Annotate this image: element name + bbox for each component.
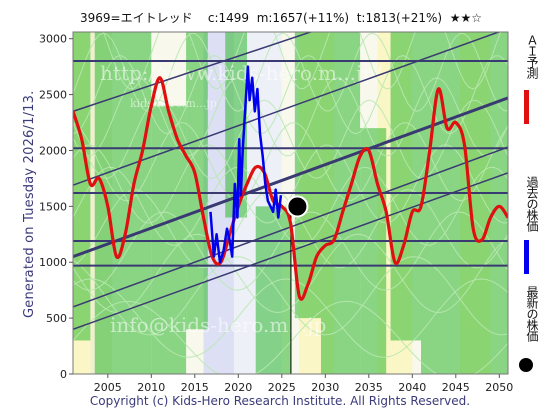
y-tick-label: 0 bbox=[60, 368, 67, 381]
x-tick-label: 2045 bbox=[442, 381, 470, 394]
x-tick-label: 2025 bbox=[268, 381, 296, 394]
past-price-line bbox=[209, 65, 283, 264]
ai-forecast-line bbox=[73, 76, 508, 301]
y-tick-label: 3000 bbox=[39, 33, 67, 46]
texture-line bbox=[73, 77, 508, 157]
y-tick-label: 1500 bbox=[39, 200, 67, 213]
x-tick-label: 2015 bbox=[181, 381, 209, 394]
header-rating-stars: ★★☆ bbox=[449, 11, 483, 25]
texture-line bbox=[73, 99, 508, 179]
watermark-text: kids-hero.m...jp bbox=[130, 97, 217, 110]
copyright-footer: Copyright (c) Kids-Hero Research Institu… bbox=[89, 394, 471, 408]
header-medium-target: m:1657(+11%) bbox=[256, 11, 350, 25]
y-tick-label: 2500 bbox=[39, 89, 67, 102]
texture-line bbox=[73, 121, 508, 202]
texture-line bbox=[73, 54, 508, 135]
x-tick-label: 2035 bbox=[355, 381, 383, 394]
legend-ai-swatch bbox=[524, 90, 529, 124]
watermark: http://www.kids-hero.m...jp/kids-hero.m.… bbox=[100, 61, 382, 337]
legend-latest-swatch bbox=[519, 358, 533, 372]
x-tick-label: 2010 bbox=[137, 381, 165, 394]
texture-line bbox=[73, 32, 502, 90]
legend-past-swatch bbox=[524, 240, 529, 274]
y-axis: 0 500 1000 1500 2000 2500 3000 bbox=[39, 33, 73, 381]
header-current-price: c:1499 bbox=[207, 11, 250, 25]
y-tick-label: 500 bbox=[46, 312, 67, 325]
channel-line bbox=[73, 32, 313, 113]
channel-line bbox=[73, 32, 501, 186]
watermark-text: info@kids-hero.m...jp bbox=[110, 313, 326, 337]
chart-header: 3969=エイトレッド c:1499 m:1657(+11%) t:1813(+… bbox=[80, 9, 520, 27]
texture-line bbox=[73, 144, 508, 224]
channel-line bbox=[73, 96, 508, 259]
green-band bbox=[421, 32, 465, 374]
plot-frame bbox=[72, 31, 509, 375]
legend-past-label: 過去の株価 bbox=[525, 176, 539, 231]
green-band bbox=[73, 32, 91, 341]
green-band bbox=[390, 32, 421, 341]
background-bands bbox=[73, 32, 508, 374]
series-lines bbox=[73, 65, 508, 301]
y-tick-label: 1000 bbox=[39, 256, 67, 269]
x-tick-label: 2005 bbox=[94, 381, 122, 394]
x-axis: 2005 2010 2015 2020 2025 2030 2035 2040 2045 2050 bbox=[94, 374, 513, 394]
x-tick-label: 2050 bbox=[485, 381, 513, 394]
x-tick-label: 2030 bbox=[311, 381, 339, 394]
x-tick-label: 2040 bbox=[398, 381, 426, 394]
legend-latest-label: 最新の株価 bbox=[525, 286, 539, 341]
green-band bbox=[255, 206, 291, 374]
legend-ai-label: ＡＩ予測 bbox=[525, 34, 539, 78]
y-tick-label: 2000 bbox=[39, 144, 67, 157]
header-long-target: t:1813(+21%) bbox=[356, 11, 443, 25]
latest-price-point bbox=[286, 195, 309, 218]
header-ticker: 3969=エイトレッド bbox=[80, 11, 193, 25]
latest-price-marker bbox=[286, 195, 309, 218]
watermark-text: http://www.kids-hero.m...jp/ bbox=[100, 61, 382, 85]
x-tick-label: 2020 bbox=[224, 381, 252, 394]
